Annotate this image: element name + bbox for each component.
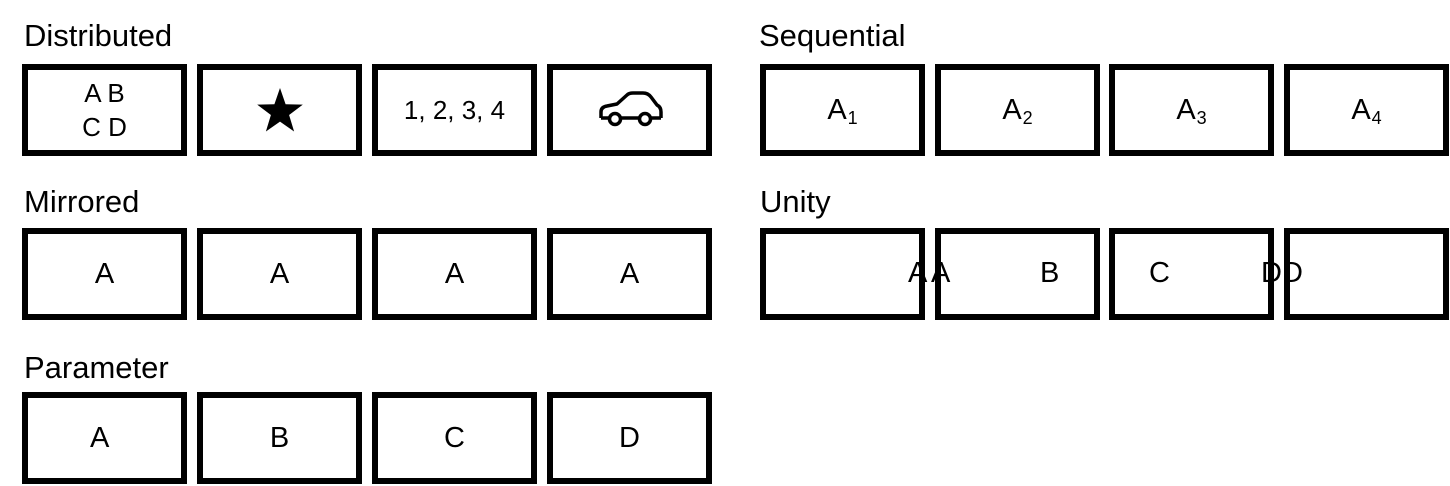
parameter-box-4: D	[547, 392, 712, 484]
sequential-base-1: A	[827, 93, 847, 126]
distributed-letters-line-2: C D	[82, 112, 127, 142]
unity-letter-a-left: A	[908, 257, 928, 289]
sequential-sub-2: 2	[1022, 107, 1033, 128]
mirrored-box-3: A	[372, 228, 537, 320]
parameter-title: Parameter	[24, 350, 169, 385]
mirrored-box-1: A	[22, 228, 187, 320]
parameter-letter-1: A	[90, 421, 110, 454]
distributed-box-letters: A B C D	[22, 64, 187, 156]
parameter-box-3: C	[372, 392, 537, 484]
unity-letter-a-right: A	[931, 257, 951, 289]
unity-letter-d-left: D	[1261, 257, 1282, 289]
unity-box-3	[1109, 228, 1274, 320]
unity-box-4	[1284, 228, 1449, 320]
distributed-box-star	[197, 64, 362, 156]
mirrored-title: Mirrored	[24, 184, 140, 219]
sequential-title: Sequential	[759, 18, 906, 53]
sequential-base-2: A	[1002, 93, 1022, 126]
unity-box-2	[935, 228, 1100, 320]
unity-box-1	[760, 228, 925, 320]
sequential-sub-4: 4	[1371, 107, 1382, 128]
sequential-base-4: A	[1351, 93, 1371, 126]
distributed-box-car	[547, 64, 712, 156]
parameter-letter-3: C	[444, 421, 465, 454]
distributed-numbers-text: 1, 2, 3, 4	[403, 94, 506, 125]
mirrored-letter-4: A	[619, 257, 640, 290]
mirrored-letter-3: A	[444, 257, 465, 290]
parameter-letter-4: D	[619, 421, 640, 454]
unity-letter-d-right: D	[1282, 257, 1303, 289]
mirrored-letter-1: A	[94, 257, 115, 290]
parameter-letter-2: B	[269, 421, 290, 454]
sequential-sub-3: 3	[1196, 107, 1207, 128]
star-icon	[256, 88, 303, 132]
distributed-title: Distributed	[24, 18, 173, 53]
sequential-sub-1: 1	[847, 107, 858, 128]
unity-letter-b: B	[1040, 257, 1060, 289]
parameter-box-2: B	[197, 392, 362, 484]
distributed-letters-line-1: A B	[84, 78, 125, 108]
distributed-box-numbers: 1, 2, 3, 4	[372, 64, 537, 156]
unity-letter-c: C	[1149, 257, 1170, 289]
mirrored-box-4: A	[547, 228, 712, 320]
mirrored-letter-2: A	[269, 257, 290, 290]
unity-title: Unity	[760, 184, 831, 219]
parameter-box-1: A	[22, 392, 187, 484]
car-icon	[598, 91, 663, 127]
sequential-base-3: A	[1176, 93, 1196, 126]
mirrored-box-2: A	[197, 228, 362, 320]
